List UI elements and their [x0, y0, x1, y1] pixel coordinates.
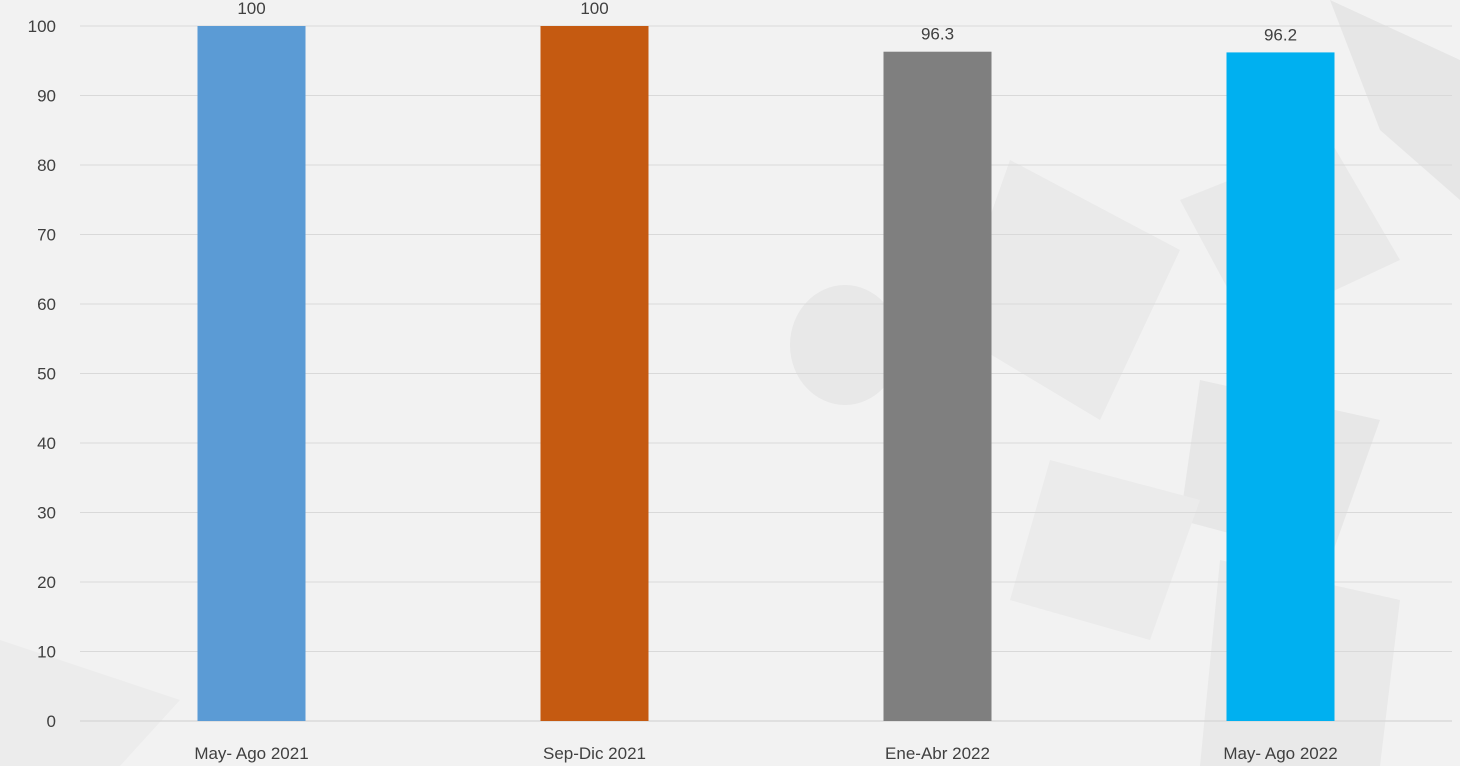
bar: [197, 26, 306, 721]
y-tick-label: 80: [37, 156, 56, 175]
y-tick-label: 40: [37, 434, 56, 453]
x-tick-label: May- Ago 2021: [194, 744, 308, 763]
y-tick-label: 70: [37, 226, 56, 245]
y-tick-label: 0: [47, 712, 56, 731]
y-tick-label: 100: [28, 17, 56, 36]
data-label: 100: [237, 0, 265, 18]
bar: [883, 51, 992, 721]
x-axis-ticks: May- Ago 2021 Sep-Dic 2021 Ene-Abr 2022 May…: [194, 744, 1337, 763]
y-tick-label: 60: [37, 295, 56, 314]
y-axis-ticks: 0 10 20 30 40 50 60 70 80 90 100: [28, 17, 56, 731]
x-tick-label: Sep-Dic 2021: [543, 744, 646, 763]
data-label: 100: [580, 0, 608, 18]
y-tick-label: 30: [37, 504, 56, 523]
y-tick-label: 90: [37, 87, 56, 106]
y-tick-label: 20: [37, 573, 56, 592]
bars: [197, 26, 1335, 722]
data-label: 96.2: [1264, 25, 1297, 44]
x-tick-label: May- Ago 2022: [1223, 744, 1337, 763]
bar: [540, 26, 649, 721]
x-tick-label: Ene-Abr 2022: [885, 744, 990, 763]
data-label: 96.3: [921, 25, 954, 44]
y-tick-label: 10: [37, 643, 56, 662]
data-labels: 100 100 96.3 96.2: [237, 0, 1297, 44]
y-tick-label: 50: [37, 365, 56, 384]
bar: [1226, 52, 1335, 722]
gridlines: [80, 25, 1452, 722]
